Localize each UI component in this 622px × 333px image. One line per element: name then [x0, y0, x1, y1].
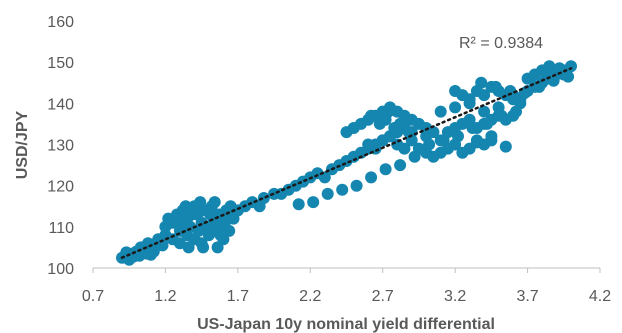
y-tick-label: 110: [48, 220, 74, 237]
y-tick-labels: 100 110 120 130 140 150 160: [47, 14, 74, 278]
data-point: [197, 241, 210, 254]
data-point: [218, 216, 231, 229]
y-tick-label: 160: [47, 14, 74, 31]
data-point: [481, 117, 493, 130]
data-point: [499, 140, 512, 153]
y-tick-label: 100: [47, 261, 74, 278]
x-axis-title: US-Japan 10y nominal yield differential: [197, 316, 495, 333]
data-point: [292, 198, 305, 211]
data-point: [350, 179, 363, 192]
data-point: [553, 62, 566, 75]
y-tick-label: 150: [47, 55, 74, 72]
data-point: [427, 126, 440, 139]
x-tick-marks: [92, 268, 601, 273]
data-point: [336, 183, 349, 196]
data-point: [182, 241, 195, 254]
data-point: [365, 171, 378, 184]
r-squared-annotation: R² = 0.9384: [459, 35, 543, 52]
x-tick-label: 2.7: [372, 288, 394, 305]
data-point: [470, 136, 483, 149]
data-point: [127, 250, 140, 263]
data-point: [156, 239, 169, 252]
data-point: [562, 70, 575, 83]
data-point: [565, 60, 577, 73]
data-point: [449, 101, 462, 114]
data-point: [208, 196, 221, 209]
data-point: [485, 134, 498, 147]
x-tick-label: 2.2: [299, 288, 321, 305]
x-tick-labels: 0.7 1.2 1.7 2.2 2.7 3.2 3.7 4.2: [82, 288, 611, 305]
data-point: [365, 109, 378, 122]
x-tick-label: 0.7: [82, 288, 104, 305]
trendline: [120, 67, 573, 259]
data-point: [399, 113, 412, 126]
data-point: [321, 187, 334, 200]
data-point: [398, 142, 411, 155]
data-point: [144, 248, 157, 261]
data-point: [423, 138, 436, 151]
x-tick-label: 4.2: [589, 288, 611, 305]
x-tick-label: 1.2: [154, 288, 176, 305]
data-point: [257, 192, 270, 204]
y-axis-title: USD/JPY: [14, 110, 31, 179]
x-tick-label: 1.7: [227, 288, 249, 305]
data-point: [434, 105, 447, 118]
data-points: [116, 60, 577, 266]
data-point: [204, 208, 217, 221]
y-tick-label: 120: [47, 179, 74, 196]
data-point: [510, 105, 522, 118]
data-point: [437, 134, 450, 147]
x-tick-label: 3.2: [444, 288, 466, 305]
data-point: [189, 204, 202, 217]
data-point: [475, 76, 488, 89]
data-point: [452, 130, 464, 143]
y-tick-label: 140: [47, 96, 74, 113]
data-point: [463, 97, 476, 110]
data-point: [173, 216, 186, 229]
data-point: [478, 89, 491, 102]
data-point: [466, 122, 479, 134]
data-point: [211, 241, 224, 254]
data-point: [382, 105, 395, 118]
data-point: [179, 200, 192, 213]
data-point: [524, 72, 537, 85]
y-tick-label: 130: [47, 138, 74, 155]
x-tick-label: 3.7: [516, 288, 538, 305]
data-point: [394, 159, 407, 172]
data-point: [307, 196, 320, 209]
data-point: [379, 163, 392, 176]
data-point: [408, 150, 421, 163]
data-point: [495, 109, 508, 122]
data-point: [539, 66, 551, 79]
data-point: [489, 80, 502, 93]
data-point: [478, 105, 491, 118]
